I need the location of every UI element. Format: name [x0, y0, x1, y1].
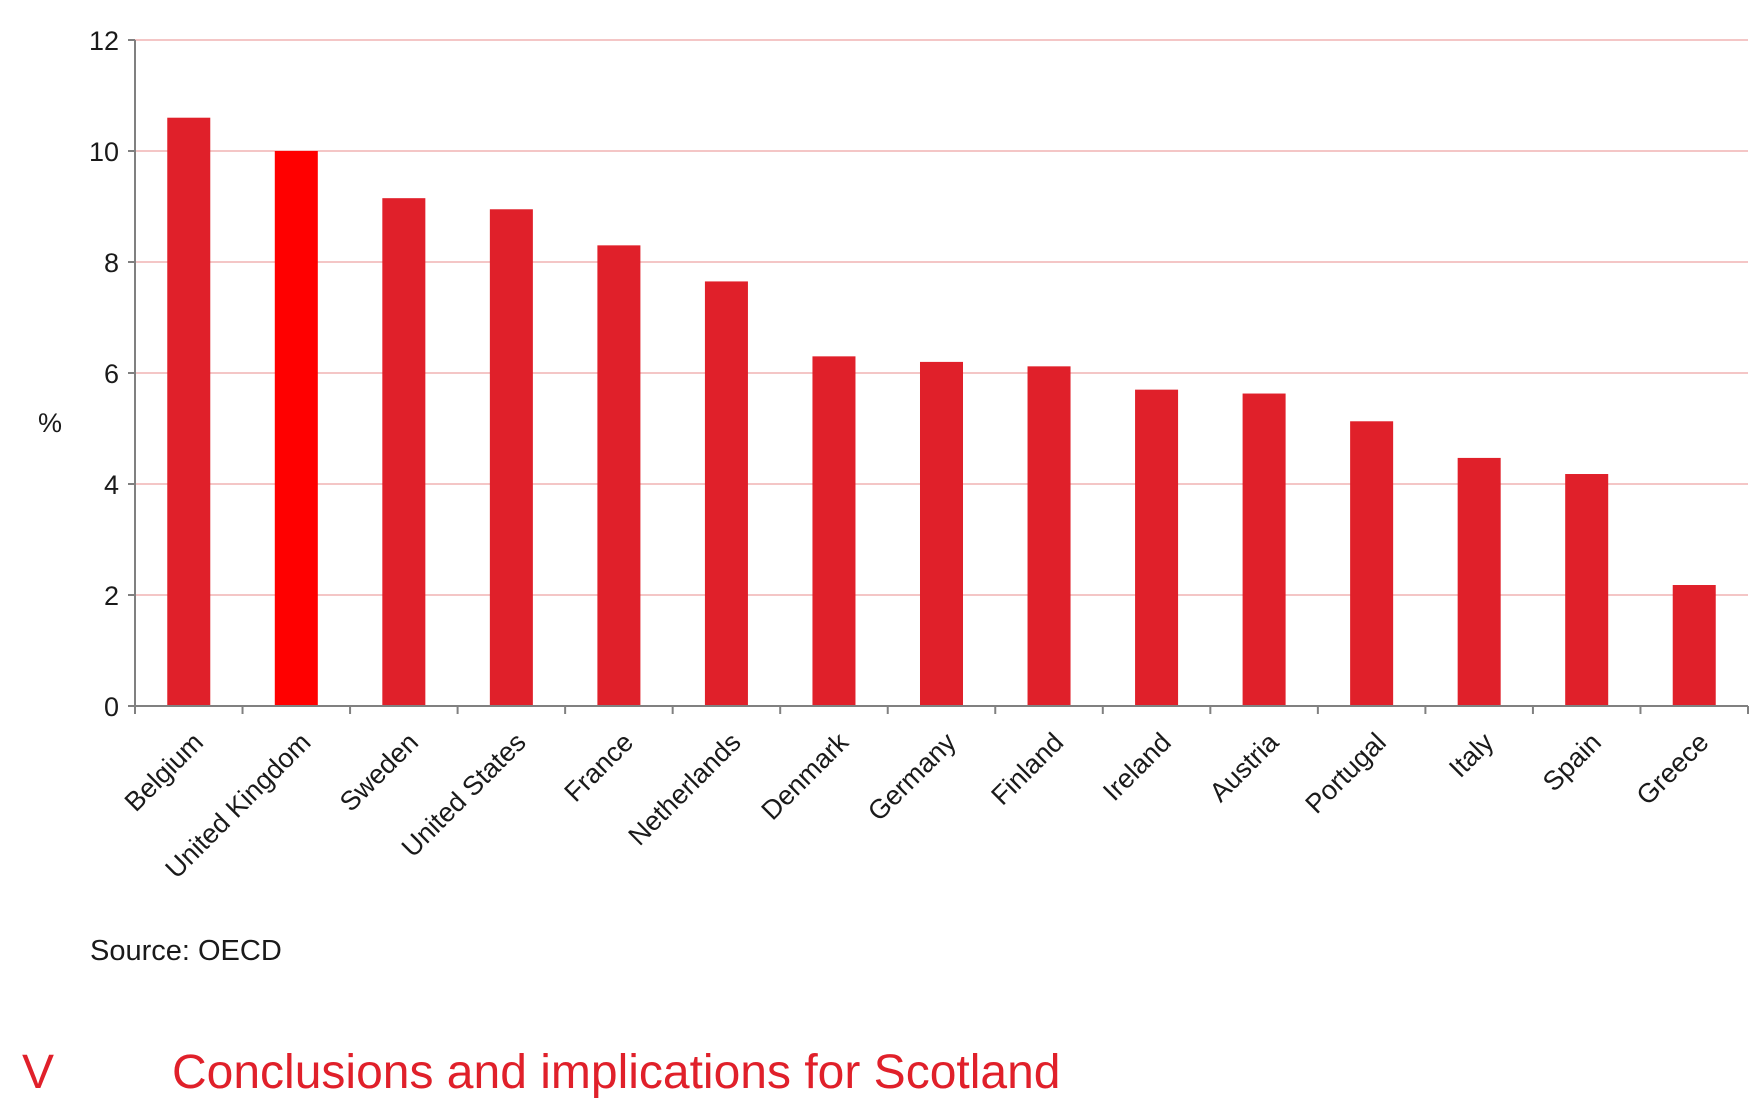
- y-tick-label: 12: [89, 26, 119, 56]
- bar-united-states: [489, 209, 533, 706]
- bar-portugal: [1350, 421, 1394, 706]
- bar-germany: [919, 361, 964, 706]
- section-title: Conclusions and implications for Scotlan…: [172, 1046, 1061, 1099]
- bar-france: [597, 245, 641, 706]
- y-tick-label: 0: [104, 692, 119, 722]
- bars: [167, 117, 1716, 707]
- bar-italy: [1457, 457, 1501, 706]
- bar-sweden: [382, 198, 426, 707]
- x-tick-label: Netherlands: [623, 727, 747, 851]
- bar-netherlands: [704, 281, 748, 706]
- x-tick-label: Austria: [1204, 726, 1285, 807]
- y-tick-label: 6: [104, 359, 119, 389]
- bar-ireland: [1135, 389, 1179, 706]
- y-tick-label: 2: [104, 581, 119, 611]
- bar-belgium: [167, 117, 211, 706]
- x-tick-label: Portugal: [1300, 727, 1392, 819]
- y-tick-label: 4: [104, 470, 119, 500]
- section-number: V: [22, 1046, 55, 1099]
- x-tick-label: Spain: [1537, 727, 1607, 797]
- y-axis-label: %: [38, 408, 62, 438]
- x-tick-label: Sweden: [334, 727, 424, 817]
- y-tick-labels: 0 2 4 6 8 10 12: [89, 26, 119, 722]
- x-tick-label: Finland: [985, 727, 1069, 811]
- x-tick-label: Italy: [1443, 727, 1500, 784]
- y-tick-label: 8: [104, 248, 119, 278]
- x-tick-label: Germany: [862, 727, 962, 827]
- section-heading: V Conclusions and implications for Scotla…: [22, 1045, 1060, 1100]
- x-tick-label: France: [558, 727, 639, 808]
- x-tick-label: Greece: [1631, 727, 1715, 811]
- bar-finland: [1027, 366, 1071, 706]
- x-tick-label: Belgium: [119, 727, 209, 817]
- y-tick-label: 10: [89, 137, 119, 167]
- bar-austria: [1242, 393, 1286, 706]
- bar-united-kingdom: [274, 151, 318, 706]
- bar-spain: [1565, 474, 1609, 706]
- bar-greece: [1672, 585, 1716, 706]
- axes: [128, 39, 1749, 714]
- source-note: Source: OECD: [90, 935, 282, 967]
- x-tick-label: Denmark: [756, 727, 855, 826]
- bar-denmark: [812, 356, 856, 706]
- x-tick-label: Ireland: [1097, 727, 1177, 807]
